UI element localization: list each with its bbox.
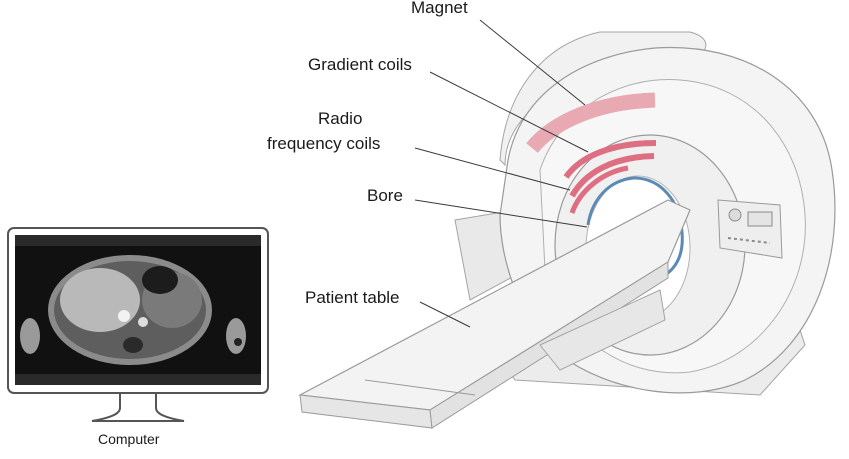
monitor-screen-bottombar [15,374,261,385]
magnet-label: Magnet [411,0,468,17]
panel-display [747,211,773,227]
bore-ring [586,176,684,280]
patient-table-pedestal [539,289,666,371]
mri-scan-image [20,255,246,365]
patient-table-leader [419,301,471,328]
magnet-arc [526,92,656,153]
magnet-leader [479,19,586,106]
monitor-stand [91,393,185,422]
rf-coils-leader [414,147,571,191]
panel-buttons [727,237,771,244]
mri-scanner [298,31,836,429]
rf-coils-label-line1: Radio [318,109,362,128]
patient-table-seam [364,379,476,396]
rf-coil-arc [569,165,629,214]
gradient-coil-arc-1 [563,140,657,179]
gradient-coils-label: Gradient coils [308,55,412,74]
bore-label: Bore [367,186,403,205]
panel-knob [728,208,742,222]
computer: Computer [7,227,269,447]
gradient-coils-leader [429,71,589,153]
patient-table-label: Patient table [305,288,400,307]
monitor-screen-topbar [15,235,261,246]
gradient-coil-arc-2 [569,153,655,198]
control-panel [717,199,783,259]
rf-coils-label-line2: frequency coils [267,134,380,153]
callout-lines [414,19,589,328]
bore-leader [414,199,588,228]
computer-label: Computer [98,431,160,447]
